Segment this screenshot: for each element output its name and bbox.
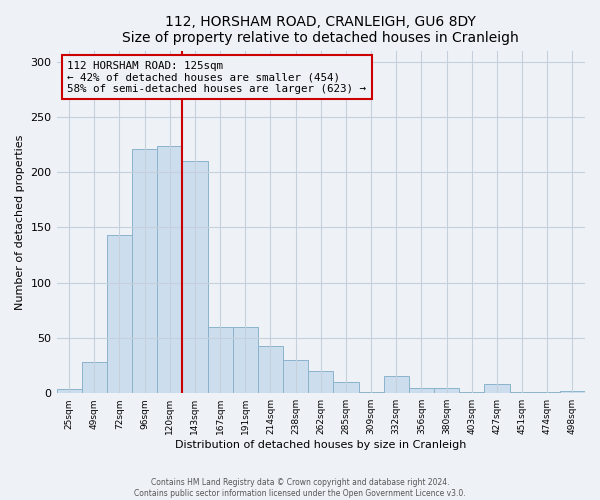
Bar	[283, 360, 308, 393]
Bar	[82, 362, 107, 393]
Bar	[157, 146, 182, 393]
Bar	[132, 149, 157, 393]
Bar	[233, 327, 258, 393]
Text: Contains HM Land Registry data © Crown copyright and database right 2024.
Contai: Contains HM Land Registry data © Crown c…	[134, 478, 466, 498]
Bar	[334, 382, 359, 393]
Title: 112, HORSHAM ROAD, CRANLEIGH, GU6 8DY
Size of property relative to detached hous: 112, HORSHAM ROAD, CRANLEIGH, GU6 8DY Si…	[122, 15, 519, 45]
Bar	[208, 327, 233, 393]
Bar	[258, 346, 283, 393]
Bar	[359, 392, 383, 393]
Bar	[383, 376, 409, 393]
Bar	[535, 392, 560, 393]
Bar	[56, 389, 82, 393]
Bar	[434, 388, 459, 393]
Bar	[509, 392, 535, 393]
X-axis label: Distribution of detached houses by size in Cranleigh: Distribution of detached houses by size …	[175, 440, 466, 450]
Bar	[182, 161, 208, 393]
Text: 112 HORSHAM ROAD: 125sqm
← 42% of detached houses are smaller (454)
58% of semi-: 112 HORSHAM ROAD: 125sqm ← 42% of detach…	[67, 61, 366, 94]
Bar	[107, 235, 132, 393]
Y-axis label: Number of detached properties: Number of detached properties	[15, 134, 25, 310]
Bar	[459, 392, 484, 393]
Bar	[560, 391, 585, 393]
Bar	[484, 384, 509, 393]
Bar	[308, 371, 334, 393]
Bar	[409, 388, 434, 393]
